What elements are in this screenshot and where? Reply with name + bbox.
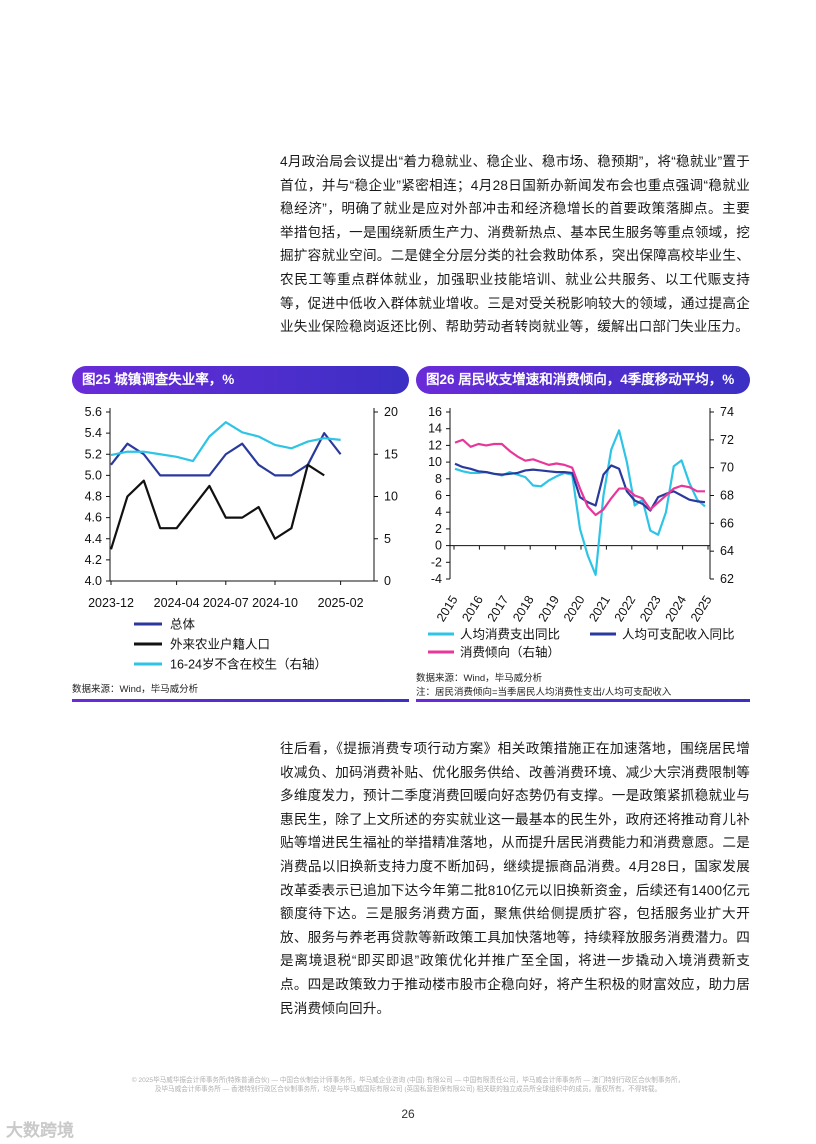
chart-26-divider — [416, 699, 750, 702]
right-tick-label: 66 — [720, 516, 734, 530]
series-line-1 — [109, 463, 325, 550]
left-tick-label: 6 — [435, 489, 442, 503]
left-tick-label: -2 — [431, 555, 442, 569]
chart-26-note: 注：居民消费倾向=当季居民人均消费性支出/人均可支配收入 — [416, 687, 672, 698]
chart-25-plot: 5.6 5.4 5.2 5.0 4.8 4.6 4.4 4.2 4.0 20 15 10 5 0 2023-… — [85, 405, 398, 672]
x-tick-label: 2022 — [612, 593, 639, 624]
x-tick-label: 2015 — [434, 593, 461, 624]
x-tick-label: 2019 — [536, 593, 563, 624]
right-tick-label: 64 — [720, 544, 734, 558]
left-tick-label: 5.0 — [85, 468, 102, 482]
chart-26-title: 图26 居民收支增速和消费倾向，4季度移动平均，% — [416, 366, 750, 394]
x-tick-label: 2024-04 — [154, 596, 200, 610]
series-line-2 — [454, 438, 705, 517]
copyright-line-1: © 2025毕马威华振会计师事务所(特殊普通合伙) — 中国合伙制会计师事务所，… — [131, 1077, 685, 1084]
legend-label-1: 外来农业户籍人口 — [170, 637, 270, 652]
left-tick-label: 5.4 — [85, 426, 102, 440]
watermark-logo: 大数跨境 — [6, 1121, 74, 1140]
left-tick-label: 4 — [435, 505, 442, 519]
left-tick-label: 4.2 — [85, 553, 102, 567]
left-tick-label: 8 — [435, 472, 442, 486]
x-tick-label: 2020 — [561, 593, 588, 624]
left-tick-label: 4.4 — [85, 532, 102, 546]
chart-25-divider — [72, 699, 409, 702]
left-tick-label: 2 — [435, 522, 442, 536]
x-tick-label: 2018 — [510, 593, 537, 624]
legend-label-2: 消费倾向（右轴） — [460, 645, 560, 660]
left-tick-label: 5.2 — [85, 447, 102, 461]
series-line-0 — [110, 432, 342, 477]
chart-26-plot: 1614121086420-2-474727068666462201520162… — [428, 405, 735, 660]
x-tick-label: 2023-12 — [88, 596, 134, 610]
series-line-1 — [454, 462, 706, 512]
right-tick-label: 0 — [384, 574, 391, 588]
legend-label-0: 总体 — [170, 618, 196, 632]
right-tick-label: 70 — [720, 461, 734, 475]
legend-label-2: 16-24岁不含在校生（右轴） — [170, 657, 327, 672]
x-tick-label: 2025-02 — [318, 596, 364, 610]
left-tick-label: 16 — [428, 405, 442, 419]
left-tick-label: 4.0 — [85, 574, 102, 588]
right-tick-label: 15 — [384, 447, 398, 461]
left-tick-label: 5.6 — [85, 405, 102, 419]
chart-25-title: 图25 城镇调查失业率，% — [72, 366, 409, 394]
right-tick-label: 68 — [720, 489, 734, 503]
x-tick-label: 2021 — [586, 593, 613, 624]
page-number: 26 — [401, 1107, 415, 1121]
right-tick-label: 74 — [720, 405, 734, 419]
legend-label-1: 人均可支配收入同比 — [622, 628, 735, 642]
left-tick-label: 14 — [428, 422, 442, 436]
x-tick-label: 2023 — [637, 593, 664, 624]
copyright-footer: © 2025毕马威华振会计师事务所(特殊普通合伙) — 中国合伙制会计师事务所，… — [60, 1076, 756, 1094]
x-tick-label: 2024-10 — [252, 596, 298, 610]
legend-label-0: 人均消费支出同比 — [460, 628, 560, 642]
left-tick-label: 4.6 — [85, 511, 102, 525]
right-tick-label: 62 — [720, 572, 734, 586]
left-tick-label: -4 — [431, 572, 442, 586]
chart-25-source: 数据来源：Wind，毕马威分析 — [72, 684, 199, 695]
left-tick-label: 4.8 — [85, 490, 102, 504]
body-paragraph-1: 4月政治局会议提出“着力稳就业、稳企业、稳市场、稳预期”，将“稳就业”置于首位，… — [280, 154, 750, 335]
right-tick-label: 5 — [384, 532, 391, 546]
right-tick-label: 72 — [720, 433, 734, 447]
x-tick-label: 2024-07 — [203, 596, 249, 610]
left-tick-label: 12 — [428, 438, 442, 452]
left-tick-label: 0 — [435, 539, 442, 553]
x-tick-label: 2016 — [459, 593, 486, 624]
right-tick-label: 20 — [384, 405, 398, 419]
chart-26-source: 数据来源：Wind，毕马威分析 — [416, 673, 543, 684]
right-tick-label: 10 — [384, 490, 398, 504]
series-line-0 — [454, 429, 706, 576]
body-paragraph-2: 往后看，《提振消费专项行动方案》相关政策措施正在加速落地，围绕居民增收减负、加码… — [280, 741, 750, 1016]
x-tick-label: 2025 — [688, 593, 715, 624]
series-line-2 — [110, 421, 341, 463]
x-tick-label: 2024 — [663, 593, 690, 624]
x-tick-label: 2017 — [485, 593, 512, 624]
left-tick-label: 10 — [428, 455, 442, 469]
copyright-line-2: 及毕马威会计师事务所 — 香港特别行政区合伙制事务所，均是与毕马威国际有限公司 … — [154, 1086, 662, 1093]
